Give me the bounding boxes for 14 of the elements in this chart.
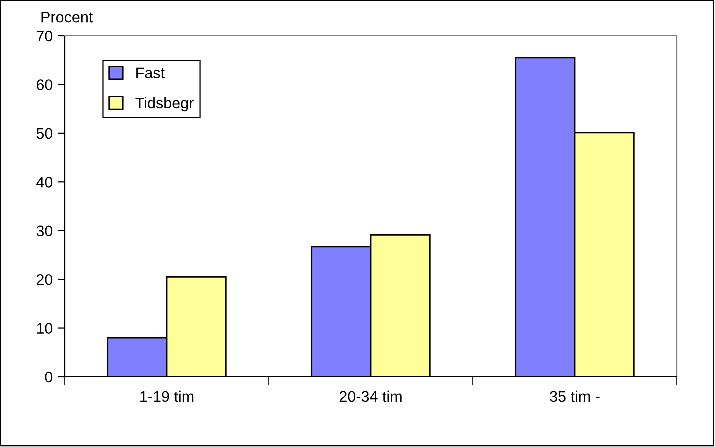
- legend-label: Tidsbegr: [136, 97, 194, 112]
- y-tick-label: 40: [36, 177, 53, 188]
- y-tick-label: 0: [45, 372, 53, 383]
- x-tick-label: 35 tim -: [550, 390, 600, 402]
- x-tick-label: 1-19 tim: [140, 390, 194, 402]
- y-tick-label: 30: [36, 226, 53, 237]
- y-tick-label: 60: [36, 80, 53, 90]
- y-tick-label: 10: [37, 323, 53, 334]
- y-tick-label: 70: [36, 30, 53, 42]
- y-tick-label: 20: [36, 274, 53, 286]
- y-tick-label: 50: [36, 128, 53, 140]
- legend-label: Fast: [136, 68, 165, 79]
- x-tick-label: 20-34 tim: [340, 390, 402, 402]
- y-axis-title: Procent: [42, 12, 94, 23]
